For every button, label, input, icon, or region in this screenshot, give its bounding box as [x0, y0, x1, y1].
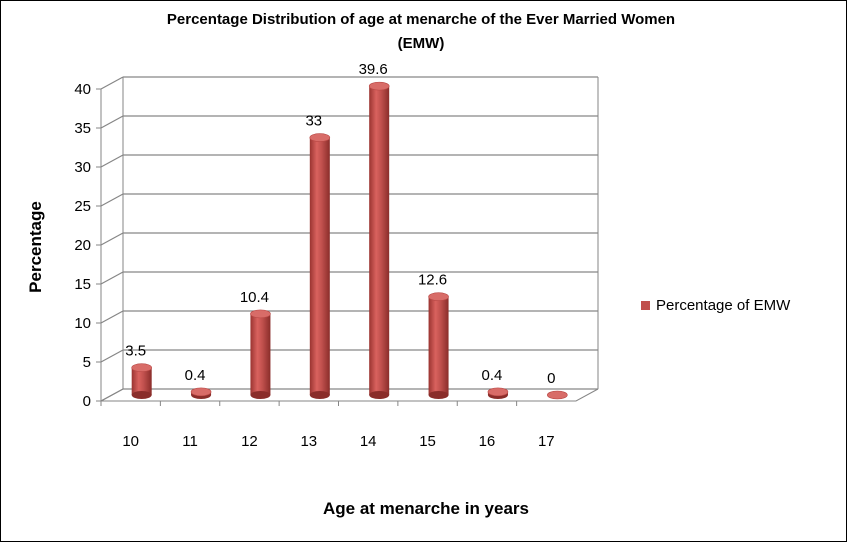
gridline-side	[100, 310, 124, 324]
x-tick-label: 12	[241, 433, 258, 450]
x-tick-label: 13	[300, 433, 317, 450]
gridline-side	[100, 232, 124, 246]
bar-top	[190, 387, 212, 397]
y-tick-label: 15	[74, 276, 91, 293]
bar-top	[309, 133, 331, 142]
bar-base	[309, 391, 330, 399]
bar-top	[131, 363, 152, 373]
bar-base	[131, 391, 152, 399]
data-label: 10.4	[240, 289, 269, 306]
bar-top	[547, 390, 568, 400]
bar-base	[428, 391, 449, 399]
x-tick-label: 17	[538, 433, 555, 450]
gridline-side	[100, 115, 124, 129]
y-tick-label: 0	[83, 393, 91, 410]
bar	[131, 367, 152, 395]
bar-top	[368, 81, 390, 91]
data-label: 33	[305, 113, 322, 130]
bar-base	[369, 391, 390, 399]
bar-top	[428, 292, 449, 302]
bar-base	[250, 391, 271, 399]
y-tick-label: 20	[74, 237, 91, 254]
legend-label: Percentage of EMW	[656, 297, 791, 314]
data-label: 0.4	[185, 367, 206, 384]
gridline-side	[100, 271, 124, 285]
legend-swatch	[641, 301, 650, 310]
y-tick-label: 25	[74, 198, 91, 215]
bar-top	[250, 309, 271, 319]
x-tick-label: 16	[479, 433, 496, 450]
x-axis-label: Age at menarche in years	[323, 499, 529, 518]
y-axis-label: Percentage	[26, 201, 45, 293]
x-tick-label: 15	[419, 433, 436, 450]
legend: Percentage of EMW	[641, 297, 790, 314]
x-tick-label: 11	[182, 433, 198, 450]
y-tick-label: 40	[74, 81, 91, 98]
y-tick-label: 5	[83, 354, 91, 371]
y-tick-label: 10	[74, 315, 91, 332]
data-label: 3.5	[125, 343, 146, 360]
data-label: 39.6	[359, 61, 388, 78]
bar	[369, 86, 390, 396]
chart-title-line1: Percentage Distribution of age at menarc…	[166, 11, 676, 28]
chart-floor	[100, 388, 599, 402]
data-label: 0.4	[482, 367, 503, 384]
gridline-side	[100, 76, 124, 90]
data-label: 0	[547, 370, 555, 387]
x-tick-label: 14	[360, 433, 377, 450]
gridline-side	[100, 193, 124, 207]
gridline-side	[100, 154, 124, 168]
y-tick-label: 35	[74, 120, 91, 137]
gridline-side	[100, 349, 124, 363]
y-tick-label: 30	[74, 159, 91, 176]
bar	[428, 296, 449, 395]
x-tick-label: 10	[122, 433, 139, 450]
bar-top	[487, 387, 509, 397]
data-label: 12.6	[418, 272, 447, 289]
bar	[309, 137, 330, 395]
chart-title-line2: (EMW)	[397, 35, 445, 52]
bar	[250, 313, 271, 395]
